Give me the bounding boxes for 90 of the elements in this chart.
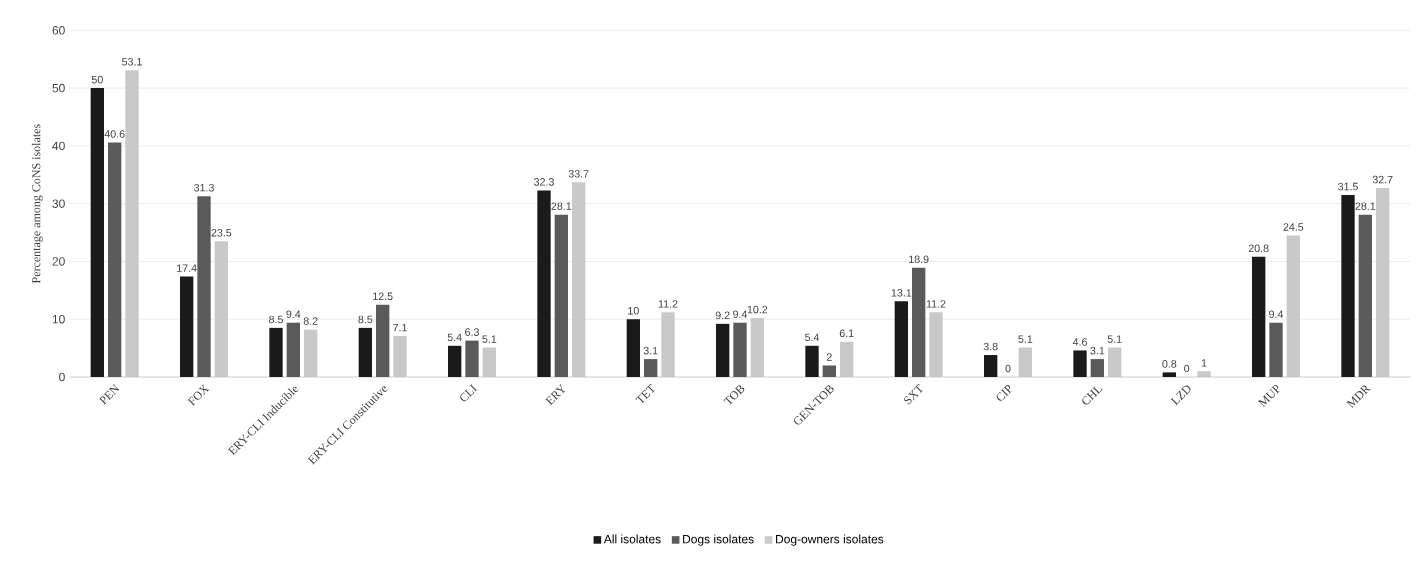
data-label: 11.2: [926, 300, 946, 308]
data-label: 5.1: [1018, 335, 1033, 343]
data-label: 7.1: [393, 323, 407, 332]
data-label: 50: [91, 75, 103, 84]
data-label: 1: [1201, 359, 1207, 367]
data-label: 5.4: [447, 333, 462, 342]
data-label: 23.5: [211, 228, 232, 237]
bar: [358, 327, 373, 377]
data-label: 32.3: [534, 178, 554, 186]
bar: [108, 142, 122, 377]
bar: [984, 355, 998, 377]
bar: [376, 304, 390, 377]
bar: [448, 345, 462, 377]
data-label: 18.9: [909, 255, 929, 264]
data-label: 0: [1184, 364, 1190, 373]
bar: [805, 345, 819, 377]
data-label: 32.7: [1372, 175, 1393, 184]
bar: [1073, 350, 1087, 377]
bar: [537, 190, 551, 377]
data-label: 33.7: [568, 170, 589, 178]
bar: [1162, 372, 1177, 377]
y-tick-label: 50: [52, 83, 65, 93]
data-label: 28.1: [1355, 202, 1376, 210]
bar: [554, 214, 569, 377]
bar: [1269, 322, 1283, 377]
data-label: 3.1: [643, 346, 658, 355]
data-label: 6.1: [839, 329, 854, 338]
bar: [269, 327, 283, 377]
data-label: 24.5: [1283, 223, 1304, 231]
data-label: 31.5: [1338, 182, 1358, 191]
data-label: 28.1: [551, 202, 572, 210]
bar: [716, 323, 730, 377]
y-tick-label: 20: [52, 257, 65, 266]
bar: [822, 365, 837, 377]
bar: [894, 301, 909, 377]
data-label: 8.5: [269, 315, 283, 324]
x-tick-label: TOB: [723, 385, 745, 405]
data-label: 17.4: [177, 264, 197, 272]
data-label: 11.2: [658, 300, 678, 308]
x-tick-label: CIP: [996, 384, 1012, 401]
data-label: 0.8: [1162, 360, 1177, 368]
bar: [1358, 214, 1373, 377]
data-label: 4.6: [1072, 338, 1087, 346]
data-label: 6.3: [465, 328, 479, 336]
data-label: 5.1: [482, 335, 497, 343]
data-label: 13.1: [891, 289, 912, 297]
data-label: 5.4: [805, 333, 820, 342]
data-label: 31.3: [194, 183, 214, 192]
bar: [197, 196, 211, 377]
bar: [733, 322, 747, 377]
bar: [286, 322, 300, 377]
data-label: 3.8: [983, 342, 998, 351]
data-label: 2: [826, 353, 832, 361]
x-tick-label: TET: [635, 383, 655, 404]
data-label: 12.5: [373, 292, 393, 301]
data-label: 8.2: [303, 317, 318, 325]
y-tick-label: 10: [52, 314, 65, 324]
legend-label: Dog-owners isolates: [776, 534, 884, 546]
bar: [90, 88, 104, 377]
y-tick-label: 40: [52, 141, 65, 151]
data-label: 9.4: [733, 310, 748, 318]
data-label: 40.6: [104, 130, 125, 138]
x-tick-label: LZD: [1170, 385, 1191, 406]
data-label: 9.4: [286, 310, 301, 318]
bar: [644, 359, 658, 377]
data-label: 53.1: [122, 57, 142, 66]
data-label: 10.2: [747, 305, 768, 314]
x-tick-label: CLI: [460, 384, 478, 402]
data-label: 20.8: [1248, 244, 1269, 253]
data-label: 9.2: [715, 311, 730, 320]
bar: [912, 267, 926, 377]
y-axis-title: Percentage among CoNS isolates: [31, 124, 43, 284]
bar: [1252, 256, 1266, 377]
data-label: 10: [628, 306, 639, 315]
bar: [180, 276, 194, 377]
data-label: 0: [1005, 364, 1011, 373]
data-label: 8.5: [358, 315, 373, 324]
legend-label: Dogs isolates: [683, 534, 754, 546]
bar: [1341, 195, 1355, 377]
bar: [1090, 359, 1105, 377]
data-label: 9.4: [1269, 310, 1284, 318]
y-tick-label: 30: [52, 199, 65, 208]
y-tick-label: 60: [52, 26, 65, 35]
bar: [465, 340, 479, 377]
y-tick-label: 0: [59, 372, 65, 382]
x-tick-label: CHL: [1082, 386, 1103, 405]
data-label: 5.1: [1107, 335, 1122, 343]
bar: [626, 319, 641, 377]
legend-label: All isolates: [603, 534, 661, 544]
data-label: 3.1: [1090, 346, 1105, 355]
